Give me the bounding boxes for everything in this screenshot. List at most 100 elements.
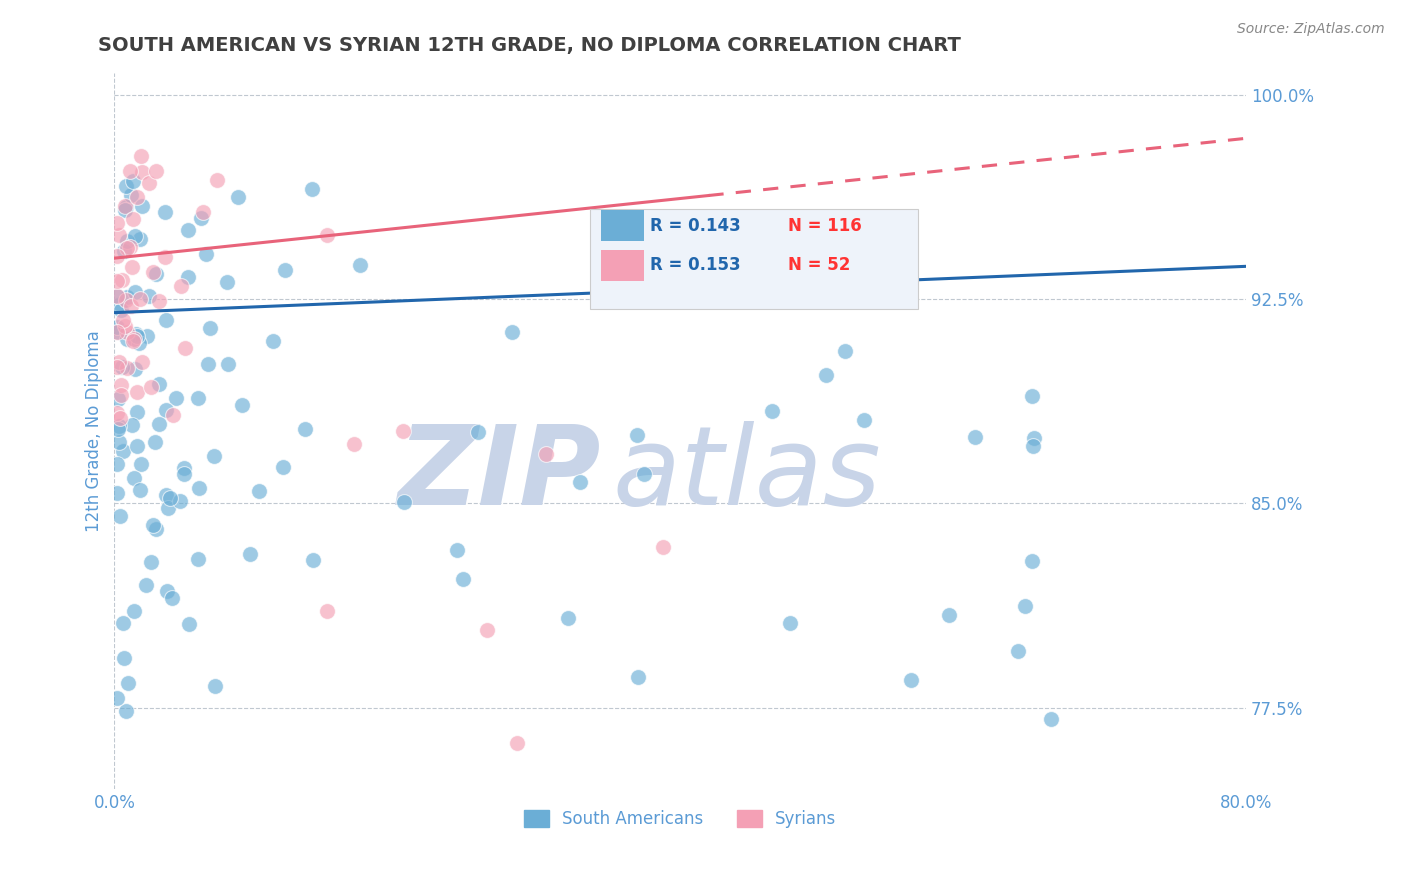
Point: [165, 391, 187, 405]
Point: [142, 518, 165, 533]
Point: [124, 229, 146, 244]
Point: [108, 411, 131, 425]
Point: [315, 228, 337, 243]
Point: [231, 398, 253, 412]
Point: [195, 247, 218, 261]
Point: [117, 361, 139, 376]
Point: [187, 481, 209, 495]
Point: [107, 326, 129, 340]
Point: [1021, 389, 1043, 403]
Point: [156, 501, 179, 516]
Point: [815, 368, 838, 382]
Y-axis label: 12th Grade, No Diploma: 12th Grade, No Diploma: [86, 330, 103, 532]
Point: [105, 457, 128, 471]
Point: [626, 427, 648, 442]
Point: [136, 329, 159, 343]
Point: [105, 274, 128, 288]
Point: [115, 241, 138, 255]
Point: [294, 422, 316, 436]
Point: [173, 461, 195, 475]
Point: [139, 380, 162, 394]
Point: [107, 228, 129, 243]
Point: [115, 290, 138, 304]
Point: [121, 334, 143, 348]
Point: [900, 673, 922, 688]
Point: [1022, 431, 1045, 445]
Point: [271, 460, 294, 475]
Point: [155, 488, 177, 502]
Point: [127, 329, 149, 343]
Point: [217, 357, 239, 371]
Point: [392, 424, 415, 438]
Point: [115, 332, 138, 346]
Point: [156, 583, 179, 598]
Point: [114, 200, 136, 214]
Point: [202, 449, 225, 463]
Point: [115, 234, 138, 248]
Point: [122, 332, 145, 346]
Point: [1014, 599, 1036, 613]
Point: [111, 273, 134, 287]
Text: R = 0.143: R = 0.143: [650, 217, 741, 235]
Point: [148, 293, 170, 308]
Text: Source: ZipAtlas.com: Source: ZipAtlas.com: [1237, 22, 1385, 37]
Point: [162, 408, 184, 422]
Point: [143, 435, 166, 450]
Point: [107, 392, 129, 407]
Text: N = 52: N = 52: [787, 256, 851, 274]
Point: [177, 223, 200, 237]
Point: [110, 508, 132, 523]
Point: [204, 679, 226, 693]
Point: [187, 552, 209, 566]
Point: [779, 616, 801, 631]
Point: [301, 182, 323, 196]
Point: [117, 676, 139, 690]
Point: [129, 149, 152, 163]
Point: [148, 417, 170, 432]
Point: [105, 406, 128, 420]
Point: [131, 199, 153, 213]
Point: [148, 377, 170, 392]
Point: [451, 572, 474, 586]
Point: [124, 326, 146, 341]
Point: [627, 670, 650, 684]
Point: [131, 164, 153, 178]
Point: [114, 293, 136, 307]
Point: [110, 388, 132, 402]
Point: [506, 736, 529, 750]
Point: [121, 417, 143, 432]
Point: [145, 522, 167, 536]
Point: [114, 318, 136, 333]
Point: [125, 385, 148, 400]
Point: [170, 278, 193, 293]
Text: N = 116: N = 116: [787, 217, 862, 235]
Point: [301, 552, 323, 566]
Point: [105, 359, 128, 374]
Point: [145, 164, 167, 178]
Point: [467, 425, 489, 439]
Point: [159, 491, 181, 505]
Point: [129, 457, 152, 471]
Point: [105, 249, 128, 263]
Text: SOUTH AMERICAN VS SYRIAN 12TH GRADE, NO DIPLOMA CORRELATION CHART: SOUTH AMERICAN VS SYRIAN 12TH GRADE, NO …: [98, 36, 962, 54]
Point: [135, 577, 157, 591]
Point: [205, 173, 228, 187]
Point: [177, 616, 200, 631]
Point: [197, 357, 219, 371]
Point: [127, 190, 149, 204]
Point: [114, 203, 136, 218]
Point: [139, 555, 162, 569]
Point: [129, 232, 152, 246]
Point: [105, 216, 128, 230]
Point: [153, 250, 176, 264]
Point: [107, 418, 129, 433]
Point: [114, 199, 136, 213]
Point: [633, 467, 655, 481]
Point: [128, 292, 150, 306]
Point: [226, 190, 249, 204]
Point: [173, 467, 195, 481]
Point: [128, 336, 150, 351]
Point: [343, 436, 366, 450]
Point: [122, 604, 145, 618]
Point: [190, 211, 212, 226]
